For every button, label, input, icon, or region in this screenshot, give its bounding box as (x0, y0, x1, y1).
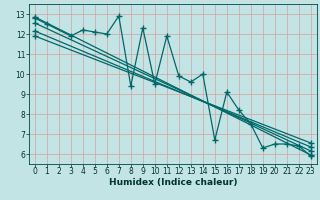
X-axis label: Humidex (Indice chaleur): Humidex (Indice chaleur) (108, 178, 237, 187)
